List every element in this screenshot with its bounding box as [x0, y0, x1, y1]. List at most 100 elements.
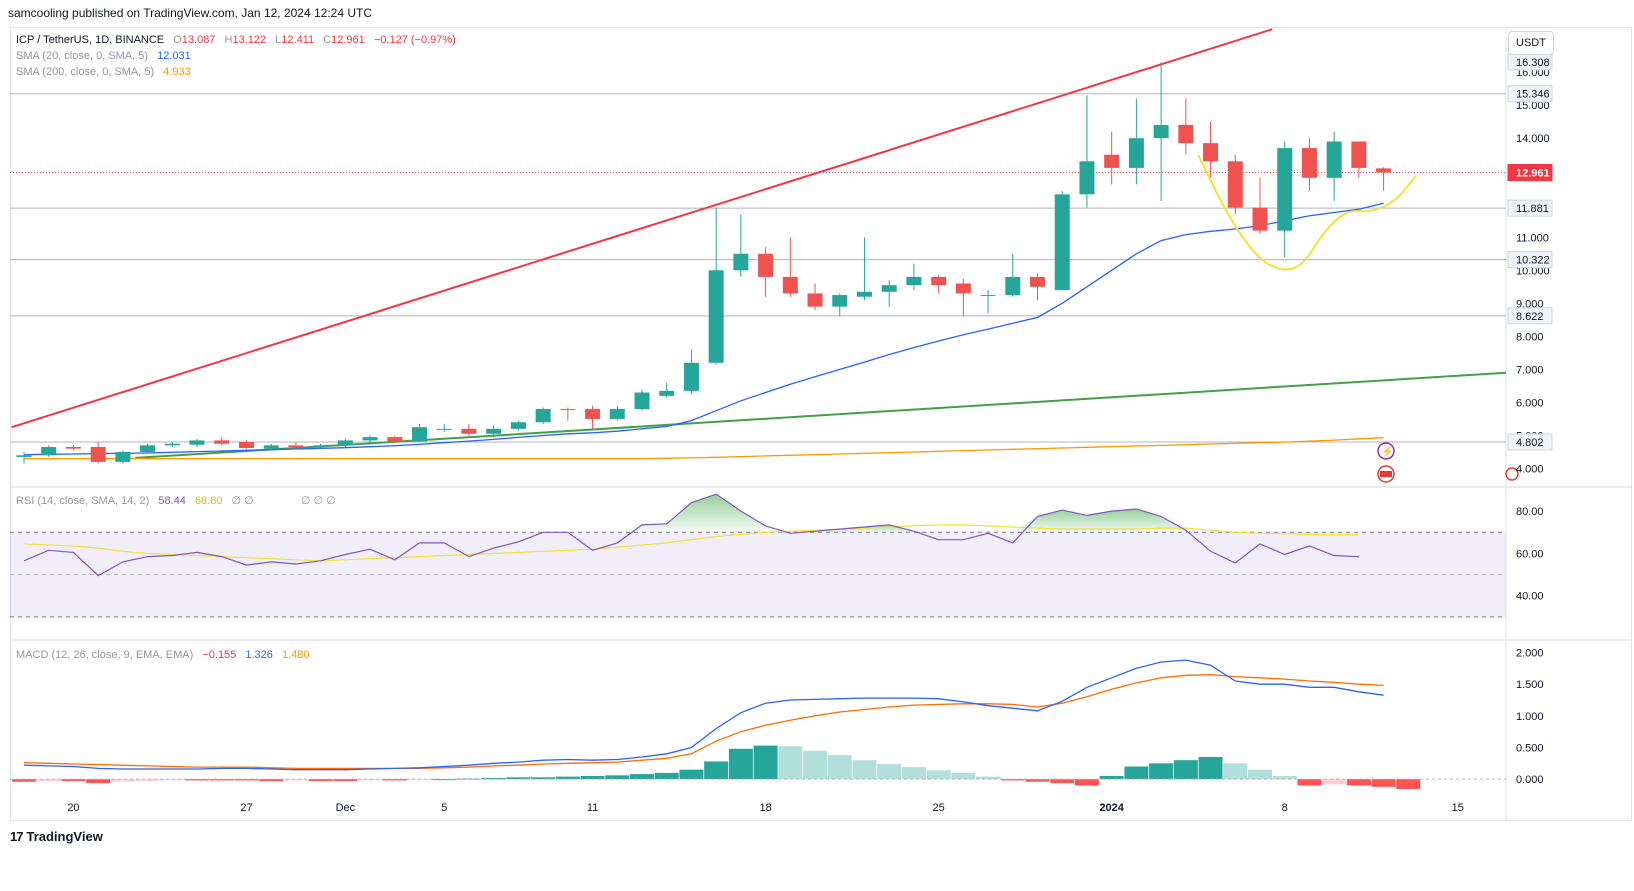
- candle[interactable]: [313, 443, 329, 449]
- candle[interactable]: [263, 443, 279, 451]
- trendline-lower[interactable]: [135, 371, 1507, 459]
- candle[interactable]: [1351, 141, 1367, 178]
- candle[interactable]: [1104, 131, 1120, 185]
- macd-histogram-bar: [1396, 779, 1421, 789]
- sma200-line[interactable]: [24, 437, 1384, 460]
- candle[interactable]: [733, 214, 749, 277]
- macd-histogram-bar: [1248, 769, 1272, 780]
- candle[interactable]: [634, 389, 650, 411]
- candle[interactable]: [1277, 141, 1293, 258]
- candle[interactable]: [65, 445, 81, 451]
- candle[interactable]: [782, 237, 798, 297]
- candle[interactable]: [90, 442, 106, 464]
- candle[interactable]: [1005, 253, 1021, 297]
- candle[interactable]: [189, 438, 205, 448]
- candle[interactable]: [881, 280, 897, 307]
- candle[interactable]: [1153, 62, 1169, 201]
- macd-legend[interactable]: MACD (12, 26, close, 9, EMA, EMA) −0.155…: [16, 647, 309, 663]
- candle[interactable]: [832, 293, 848, 317]
- level-price-badge[interactable]: 11.881: [1507, 199, 1553, 217]
- candle[interactable]: [1178, 98, 1194, 155]
- candle[interactable]: [708, 207, 724, 365]
- level-price-badge[interactable]: 8.622: [1507, 307, 1553, 325]
- candle[interactable]: [659, 382, 675, 398]
- candle[interactable]: [980, 290, 996, 314]
- candle[interactable]: [1079, 95, 1095, 208]
- chart-area[interactable]: ⚡ 4.0005.0006.0007.0008.0009.00010.00011…: [10, 27, 1632, 859]
- level-price-badge[interactable]: 4.802: [1507, 433, 1553, 451]
- level-price-badge[interactable]: 10.322: [1507, 251, 1553, 269]
- candle[interactable]: [1376, 167, 1392, 191]
- sma20-row[interactable]: SMA (20, close, 0, SMA, 5) 12.031: [16, 48, 456, 64]
- last-price-badge[interactable]: 12.961: [1507, 164, 1553, 182]
- level-price-badge[interactable]: 16.308: [1507, 53, 1553, 71]
- sma20-line[interactable]: [23, 202, 1384, 456]
- candle[interactable]: [486, 425, 502, 438]
- macd-histogram-bar: [753, 745, 778, 780]
- macd-tick-label: 0.000: [1516, 774, 1544, 786]
- symbol-row: ICP / TetherUS, 1D, BINANCE O13.087 H13.…: [16, 34, 456, 46]
- candle-body: [1277, 148, 1293, 231]
- rsi-legend[interactable]: RSI (14, close, SMA, 14, 2) 58.44 68.80 …: [16, 493, 336, 509]
- trendline-upper[interactable]: [11, 28, 1273, 429]
- candle[interactable]: [758, 247, 774, 297]
- candle[interactable]: [683, 349, 699, 395]
- time-axis-label: 8: [1282, 802, 1288, 814]
- candle[interactable]: [535, 407, 551, 424]
- flash-event-icon[interactable]: ⚡: [1377, 442, 1395, 460]
- cup-arc-drawing[interactable]: [1197, 154, 1417, 271]
- rsi-extra-b: ∅ ∅ ∅: [300, 495, 336, 507]
- candle[interactable]: [931, 275, 947, 294]
- candle[interactable]: [140, 443, 156, 454]
- candle[interactable]: [510, 420, 526, 431]
- candle[interactable]: [955, 278, 971, 317]
- candle[interactable]: [164, 442, 180, 448]
- us-event-icon[interactable]: [1377, 465, 1395, 483]
- candle[interactable]: [1030, 273, 1046, 301]
- candle[interactable]: [115, 450, 131, 464]
- candle[interactable]: [461, 423, 477, 438]
- candle[interactable]: [337, 438, 353, 448]
- candle[interactable]: [41, 445, 57, 457]
- candle[interactable]: [906, 263, 922, 291]
- candle[interactable]: [436, 423, 452, 433]
- macd-signal-line[interactable]: [23, 674, 1384, 770]
- candle[interactable]: [412, 423, 428, 443]
- candle[interactable]: [1301, 138, 1317, 192]
- candle[interactable]: [807, 283, 823, 310]
- main-pane[interactable]: [10, 28, 1507, 464]
- rsi-ma-line[interactable]: [23, 524, 1359, 562]
- macd-histogram-bar: [1371, 779, 1396, 787]
- macd-line[interactable]: [23, 659, 1384, 771]
- price-tick-label: 6.000: [1516, 397, 1544, 409]
- rsi-label: RSI (14, close, SMA, 14, 2): [16, 495, 150, 507]
- candle[interactable]: [1203, 121, 1219, 178]
- us-event-icon[interactable]: [1505, 467, 1519, 481]
- candle[interactable]: [362, 435, 378, 443]
- rsi-line[interactable]: [23, 493, 1359, 577]
- candle[interactable]: [238, 440, 254, 449]
- candle[interactable]: [1128, 98, 1144, 185]
- macd-histogram-bar: [704, 761, 729, 780]
- candle[interactable]: [214, 437, 230, 446]
- chart-canvas[interactable]: ⚡ 4.0005.0006.0007.0008.0009.00010.00011…: [10, 27, 1632, 859]
- time-axis-label: 5: [441, 802, 447, 814]
- sma200-row[interactable]: SMA (200, close, 0, SMA, 5) 4.933: [16, 64, 456, 80]
- candle[interactable]: [387, 435, 403, 443]
- candle-body: [807, 293, 823, 307]
- macd-histogram-bar: [1346, 779, 1371, 786]
- candle[interactable]: [560, 407, 576, 421]
- candle[interactable]: [585, 405, 601, 429]
- candle[interactable]: [1326, 131, 1342, 201]
- level-price-badge[interactable]: 15.346: [1507, 85, 1553, 103]
- candle[interactable]: [288, 442, 304, 449]
- candle[interactable]: [856, 237, 872, 301]
- candle[interactable]: [1054, 191, 1070, 291]
- candle[interactable]: [609, 405, 625, 421]
- candle[interactable]: [16, 451, 32, 464]
- tradingview-brand: TradingView: [26, 829, 103, 844]
- candle[interactable]: [1227, 154, 1243, 215]
- candle[interactable]: [1252, 177, 1268, 234]
- currency-button[interactable]: USDT: [1508, 31, 1554, 55]
- tradingview-logo[interactable]: 17 TradingView: [10, 829, 103, 844]
